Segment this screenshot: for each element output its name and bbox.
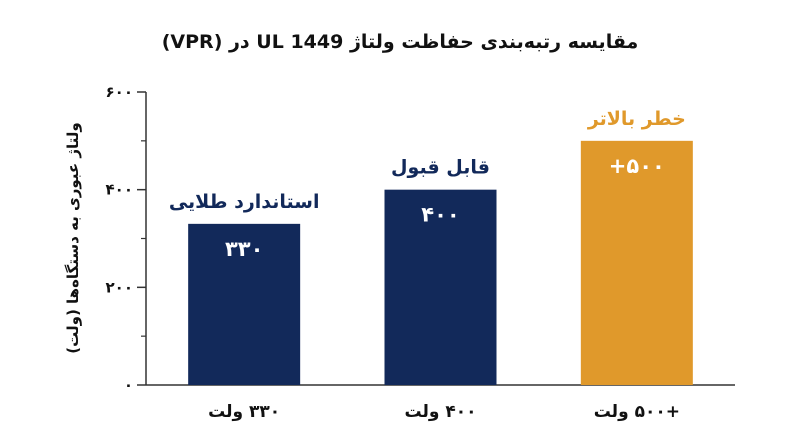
y-tick-label: ۰ xyxy=(124,376,133,394)
y-tick-label: ۶۰۰ xyxy=(106,83,133,101)
bars xyxy=(188,140,693,385)
bar xyxy=(384,189,497,385)
y-tick-label: ۴۰۰ xyxy=(106,181,133,199)
bar-annotation: قابل قبول xyxy=(391,157,490,179)
x-category-label: ۳۳۰ ولت xyxy=(208,402,280,422)
chart-title: مقایسه رتبه‌بندی حفاظت ولتاژ UL 1449 در … xyxy=(162,31,639,53)
bar-annotation: خطر بالاتر xyxy=(587,108,686,130)
x-category-label: ۴۰۰ ولت xyxy=(404,402,476,422)
y-tick-label: ۲۰۰ xyxy=(106,278,133,296)
bar xyxy=(580,140,693,385)
x-category-label: +۵۰۰ ولت xyxy=(594,402,680,422)
y-axis-label: ولتاژ عبوری به دستگاه‌ها (ولت) xyxy=(64,122,82,353)
bar-value-label: ۳۳۰ xyxy=(225,237,263,261)
bar-value-label: +۵۰۰ xyxy=(609,154,665,178)
bar xyxy=(188,223,301,385)
bar-value-label: ۴۰۰ xyxy=(421,203,459,227)
labels: ۳۳۰ استاندارد طلایی ۳۳۰ ولت ۴۰۰ قابل قبول ۴۰۰… xyxy=(169,108,686,422)
bar-annotation: استاندارد طلایی xyxy=(169,191,320,213)
